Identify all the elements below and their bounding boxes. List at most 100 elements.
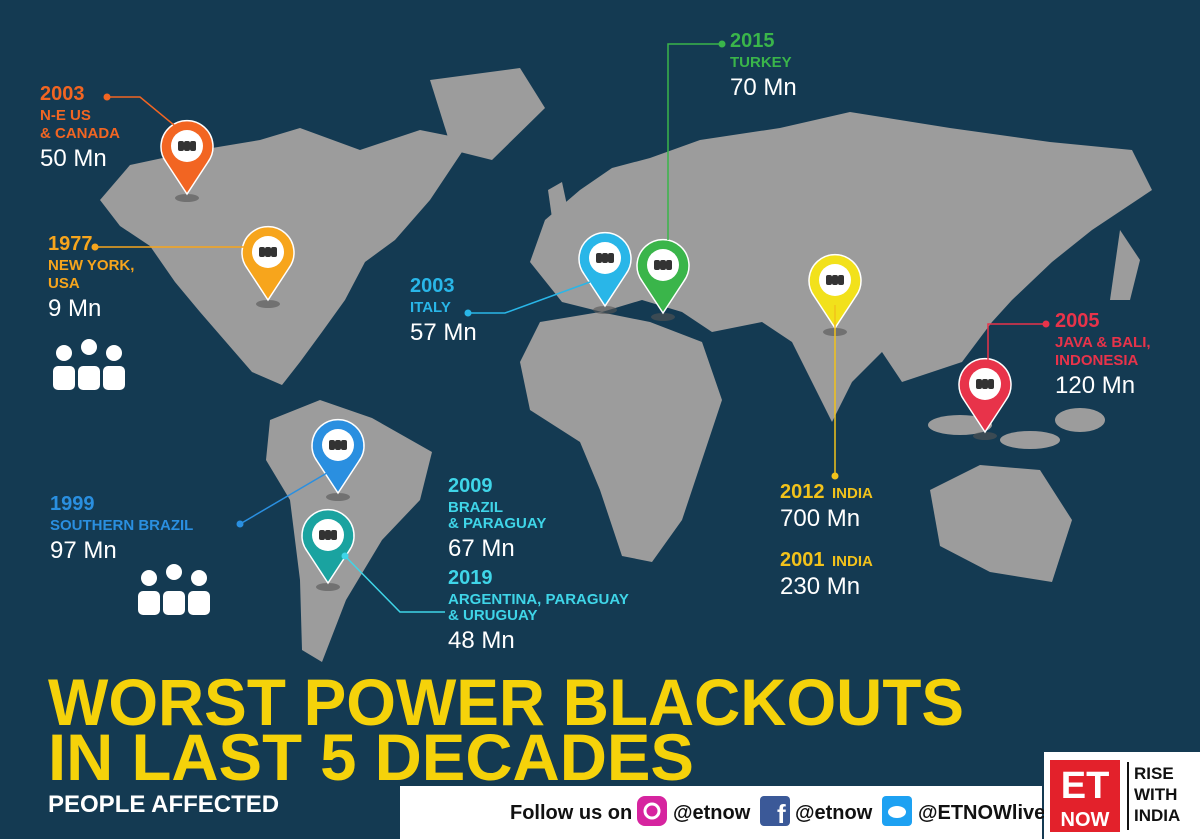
person-head [81,339,97,355]
event-year: 2012 [780,481,825,503]
headline-line: IN LAST 5 DECADES [48,720,694,794]
instagram-handle[interactable]: @etnow [673,802,751,824]
pin-shadow [593,306,617,314]
event-year: 1977 [48,233,93,255]
connector-dot [464,309,472,317]
pin-icon [178,141,184,151]
logo-badge [1050,760,1120,832]
twitter-glyph [888,806,906,818]
pin-icon [265,247,271,257]
event-place: N-E US [40,107,91,124]
event-year: 2015 [730,30,775,52]
pin-icon [608,253,614,263]
event-year: 2019 [448,567,493,589]
people-icons [51,339,212,617]
pin-icon [259,247,265,257]
pin-shadow [175,194,199,202]
event-affected: 700 Mn [780,505,860,532]
instagram-icon[interactable] [637,796,667,826]
event-affected: 9 Mn [48,295,101,322]
connector-dot [103,93,111,101]
footer-bar [400,786,1042,839]
logo-tagline: WITH [1134,785,1177,804]
pin-icon [190,141,196,151]
person-head [106,345,122,361]
event-affected: 48 Mn [448,627,515,654]
pin-shadow [973,432,997,440]
facebook-glyph: f [777,799,786,829]
pin-shadow [326,493,350,501]
twitter-handle[interactable]: @ETNOWlive [918,802,1045,824]
instagram-icon [643,802,661,820]
logo-tagline: INDIA [1134,806,1180,825]
follow-text: Follow us on [510,802,632,824]
event-place: NEW YORK, [48,257,134,274]
logo-brand: NOW [1061,809,1110,831]
connector [468,281,591,314]
person-body [161,589,187,617]
event-place: JAVA & BALI, [1055,334,1151,351]
person-head [56,345,72,361]
pin-icon [341,440,347,450]
event-affected: 57 Mn [410,319,477,346]
pin-icon [826,275,832,285]
connector [107,96,181,131]
event-place: TURKEY [730,54,792,71]
event-year: 2003 [410,275,455,297]
event-place: INDIA [832,485,873,502]
facebook-icon[interactable] [760,796,790,826]
pin-icon [660,260,666,270]
logo-brand: ET [1061,765,1110,807]
event-place: USA [48,275,80,292]
pin-shadow [316,583,340,591]
pin-icon [654,260,660,270]
pin-icon [271,247,277,257]
pin-icon [976,379,982,389]
pin-icon [832,275,838,285]
connector-dot [236,520,244,528]
event-affected: 67 Mn [448,535,515,562]
event-place: & PARAGUAY [448,515,546,532]
pin-icon [982,379,988,389]
pin-icon [325,530,331,540]
connector-dot [1042,320,1050,328]
pin-icon [331,530,337,540]
events: 2003 N-E US& CANADA 50 Mn 1977 NEW YORK,USA 9… [40,30,1151,654]
event-affected: 50 Mn [40,145,107,172]
logo-tagline: RISE [1134,764,1174,783]
event-place: SOUTHERN BRAZIL [50,517,193,534]
person-body [186,589,212,617]
pin-shadow [651,313,675,321]
pin-icon [838,275,844,285]
person-head [191,570,207,586]
pin-icon [666,260,672,270]
event-place: ARGENTINA, PARAGUAY [448,591,629,608]
event-affected: 230 Mn [780,573,860,600]
event-place: INDONESIA [1055,352,1139,369]
person-body [136,589,162,617]
person-body [51,364,77,392]
headline: WORST POWER BLACKOUTS IN LAST 5 DECADES [48,665,964,794]
connector [344,555,445,613]
event-year: 2001 [780,549,825,571]
connector [667,43,722,240]
subtitle: PEOPLE AFFECTED [48,791,279,818]
event-year: 1999 [50,493,95,515]
person-body [101,364,127,392]
connector [239,469,333,525]
pin-icon [988,379,994,389]
connector-dot [831,472,839,480]
person-body [76,364,102,392]
pin-icon [319,530,325,540]
connector-dot [341,552,349,560]
person-head [166,564,182,580]
connector-dot [718,40,726,48]
event-place: & CANADA [40,125,120,142]
facebook-handle[interactable]: @etnow [795,802,873,824]
event-place: & URUGUAY [448,607,537,624]
pin-shadow [256,300,280,308]
connector [987,323,1046,360]
event-affected: 97 Mn [50,537,117,564]
event-year: 2009 [448,475,493,497]
